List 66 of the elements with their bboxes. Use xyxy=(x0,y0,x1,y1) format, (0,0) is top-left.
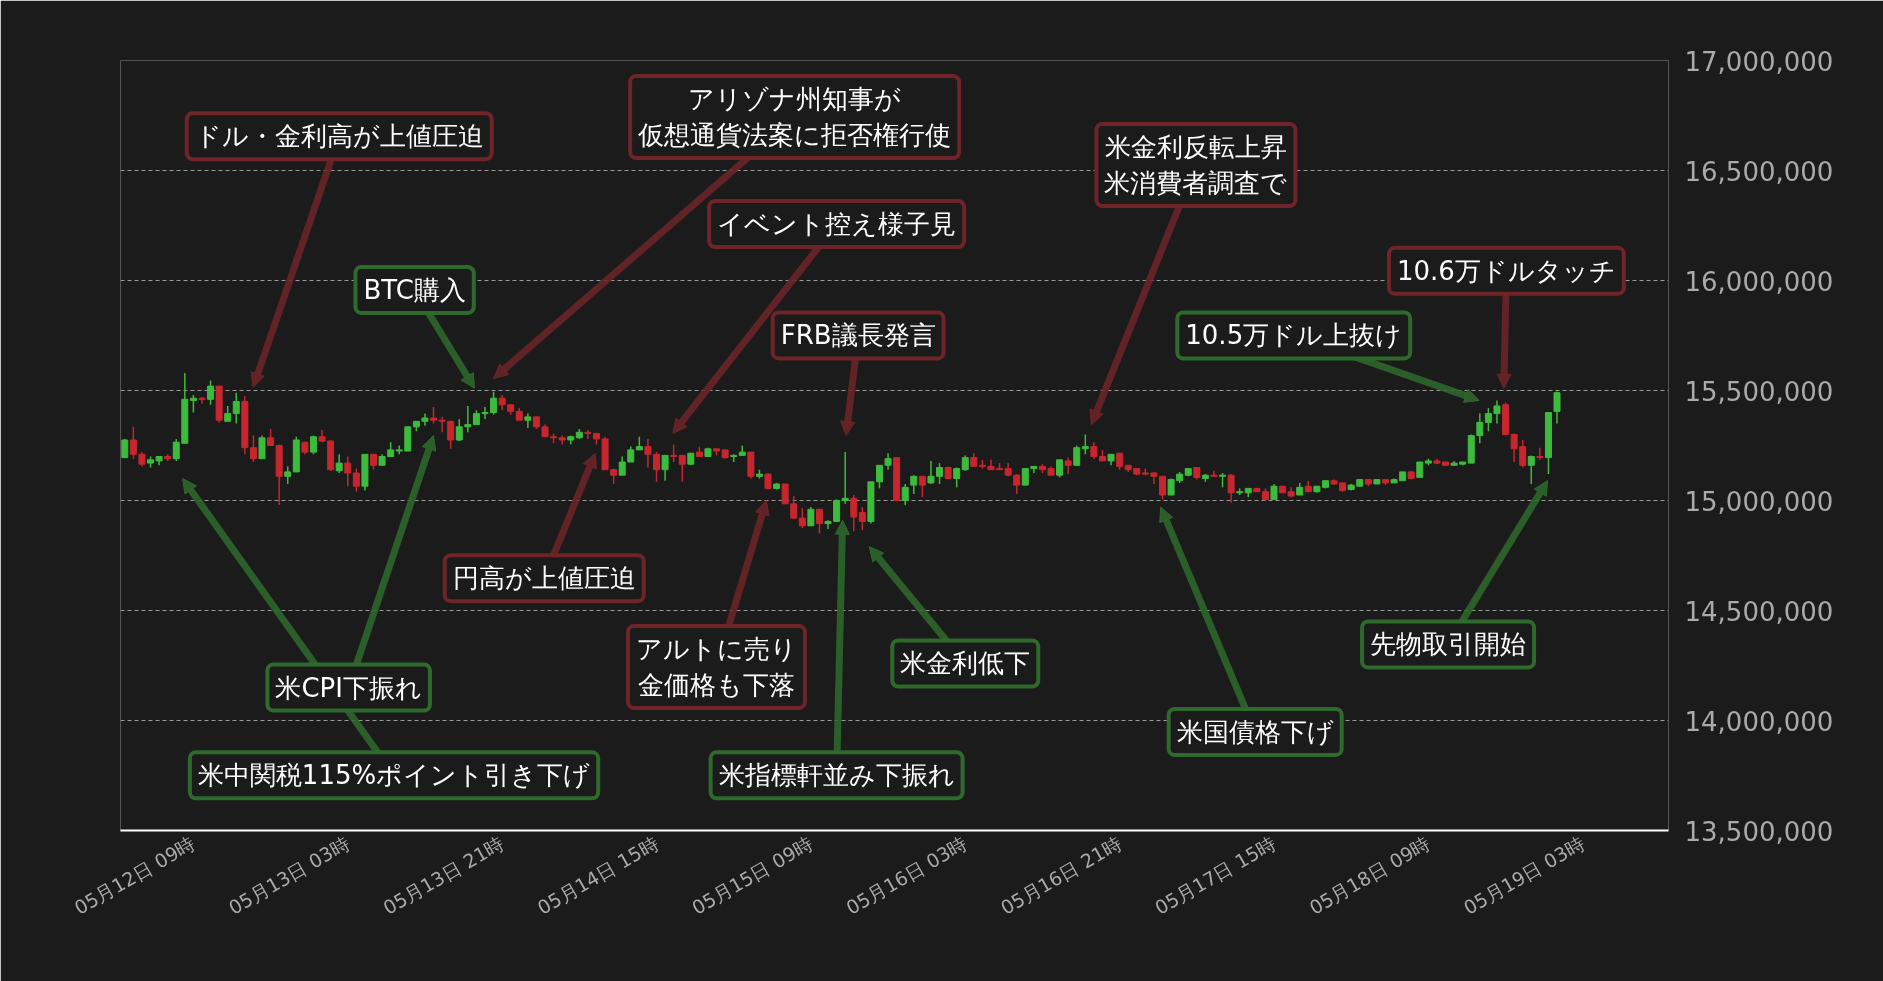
candlestick xyxy=(1536,446,1544,461)
candlestick xyxy=(1527,454,1535,485)
x-tick-label: 05月19日 03時 xyxy=(1459,831,1589,919)
y-tick-label: 15,000,000 xyxy=(1684,486,1834,517)
annotation: 円高が上値圧迫 xyxy=(452,563,636,594)
y-tick-label: 14,500,000 xyxy=(1684,596,1834,627)
annotation: 先物取引開始 xyxy=(1370,629,1527,660)
candlestick xyxy=(858,506,866,531)
candlestick xyxy=(678,454,686,483)
candlestick xyxy=(644,438,652,469)
x-tick-label: 05月13日 21時 xyxy=(379,831,508,919)
candlestick xyxy=(207,379,215,406)
annotation: 米金利低下 xyxy=(900,648,1031,679)
candlestick xyxy=(901,483,909,506)
y-tick-label: 15,500,000 xyxy=(1684,376,1834,407)
candlestick xyxy=(815,508,823,535)
annotation: FRB議長発言 xyxy=(780,320,936,351)
x-tick-label: 05月16日 21時 xyxy=(996,831,1126,919)
annotation: 米指標軒並み下振れ xyxy=(718,760,955,791)
annotation: 10.6万ドルタッチ xyxy=(1396,255,1616,286)
annotation: 米金利反転上昇米消費者調査で xyxy=(1104,131,1288,198)
annotation: 10.5万ドル上抜け xyxy=(1185,320,1403,351)
candlestick xyxy=(344,455,352,487)
x-tick-label: 05月17日 15時 xyxy=(1151,831,1280,919)
candlestick xyxy=(1073,444,1081,467)
annotation: アリゾナ州知事が仮想通貨法案に拒否権行使 xyxy=(637,84,952,151)
annotation: 米国債格下げ xyxy=(1176,716,1334,747)
candlestick xyxy=(618,455,626,476)
x-tick-label: 05月16日 03時 xyxy=(842,831,971,919)
annotation: BTC購入 xyxy=(363,274,466,305)
candlestick xyxy=(1159,475,1167,501)
candlestick xyxy=(584,429,592,440)
candlestick xyxy=(910,474,918,495)
candlestick xyxy=(875,464,883,490)
y-tick-label: 17,000,000 xyxy=(1684,46,1834,77)
candlestick xyxy=(918,475,926,498)
y-tick-label: 14,000,000 xyxy=(1684,706,1834,737)
candlestick xyxy=(1081,433,1089,456)
x-tick-label: 05月12日 09時 xyxy=(70,831,199,919)
candlestick xyxy=(335,453,343,474)
candlestick xyxy=(352,467,360,493)
candlestick xyxy=(807,506,815,527)
annotation: 米中関税115%ポイント引き下げ xyxy=(197,760,591,791)
candlestick xyxy=(1227,473,1235,504)
x-tick-label: 05月18日 09時 xyxy=(1305,831,1434,919)
candlestick xyxy=(258,434,266,460)
x-tick-label: 05月15日 09時 xyxy=(687,831,817,919)
x-tick-label: 05月13日 03時 xyxy=(224,831,354,919)
candlestick xyxy=(1210,470,1218,478)
candlestick xyxy=(850,494,858,533)
x-tick-label: 05月14日 15時 xyxy=(533,831,663,919)
y-tick-label: 16,500,000 xyxy=(1684,156,1834,187)
y-tick-label: 16,000,000 xyxy=(1684,266,1834,297)
candlestick xyxy=(1553,390,1561,425)
annotation: イベント控え様子見 xyxy=(717,208,957,239)
annotation: アルトに売り金価格も下落 xyxy=(635,634,797,701)
candlestick xyxy=(661,454,669,482)
candlestick xyxy=(653,451,661,483)
y-tick-label: 13,500,000 xyxy=(1684,816,1834,847)
annotation: 米CPI下振れ xyxy=(275,672,422,703)
candlestick xyxy=(1013,473,1021,495)
annotation: ドル・金利高が上値圧迫 xyxy=(194,121,484,152)
candlestick xyxy=(798,507,806,529)
candlestick xyxy=(198,396,206,405)
candlestick xyxy=(841,451,849,505)
candlestick xyxy=(232,391,240,425)
